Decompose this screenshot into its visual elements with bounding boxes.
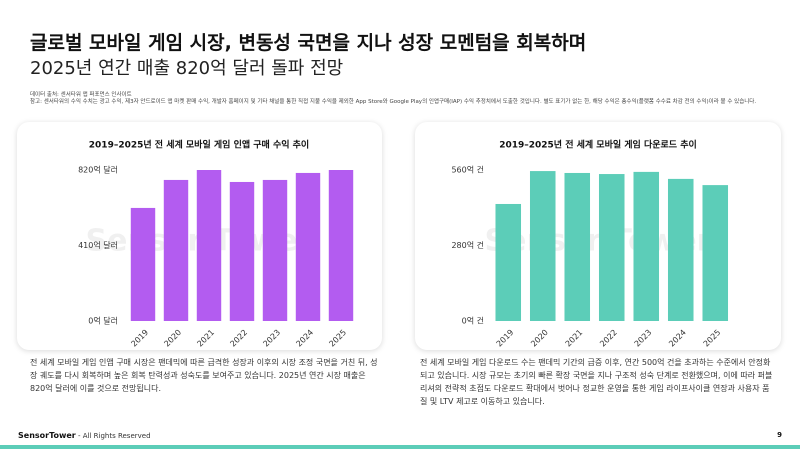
x-tick-label: 2021 (564, 328, 585, 349)
description: 전 세계 모바일 게임 인앱 구매 시장은 팬데믹에 따른 급격한 성장과 이후… (30, 358, 378, 393)
y-tick-label: 560억 건 (451, 165, 484, 175)
chart-title: 2019–2025년 전 세계 모바일 게임 다운로드 추이 (499, 139, 697, 151)
x-tick-label: 2025 (702, 328, 723, 349)
bar (633, 171, 660, 321)
rights: - All Rights Reserved (77, 432, 151, 440)
bar (598, 174, 625, 321)
x-tick-label: 2020 (162, 328, 183, 349)
bar (262, 179, 288, 321)
source: 데이터 출처: 센서타워 앱 퍼포먼스 인사이트 (30, 92, 132, 98)
x-tick-label: 2019 (495, 328, 516, 349)
bar (495, 203, 522, 321)
subtitle: 2025년 연간 매출 820억 달러 돌파 전망 (30, 58, 344, 79)
note: 참고: 센서타워의 수익 수치는 광고 수익, 제3자 안드로이드 앱 마켓 판… (30, 99, 757, 105)
bar (163, 179, 189, 321)
y-tick-label: 410억 달러 (78, 240, 118, 250)
bar (130, 207, 156, 321)
bottom-bar (0, 445, 800, 449)
bar (667, 178, 694, 321)
bar (564, 172, 591, 321)
x-tick-label: 2024 (667, 328, 688, 349)
brand: SensorTower (18, 431, 76, 440)
x-tick-label: 2023 (633, 328, 654, 349)
chart-card: Sensor Tower 2019–2025년 전 세계 모바일 게임 다운로드 … (415, 122, 781, 350)
chart-title: 2019–2025년 전 세계 모바일 게임 인앱 구매 수익 추이 (89, 139, 309, 151)
bar (196, 170, 222, 321)
title: 글로벌 모바일 게임 시장, 변동성 국면을 지나 성장 모멘텀을 회복하며 (30, 32, 587, 54)
bar (295, 172, 321, 321)
x-tick-label: 2025 (327, 328, 348, 349)
y-tick-label: 0억 건 (462, 316, 484, 326)
bar (328, 170, 354, 321)
x-tick-label: 2022 (228, 328, 249, 349)
y-tick-label: 820억 달러 (78, 165, 118, 175)
description: 전 세계 모바일 게임 다운로드 수는 팬데믹 기간의 급증 이후, 연간 50… (420, 358, 773, 406)
footer: SensorTower - All Rights Reserved (18, 431, 151, 440)
bar (229, 181, 255, 321)
y-tick-label: 280억 건 (451, 240, 484, 250)
bar (529, 171, 556, 321)
x-tick-label: 2019 (129, 328, 150, 349)
x-tick-label: 2020 (529, 328, 550, 349)
y-tick-label: 0억 달러 (88, 316, 118, 326)
page-number: 9 (777, 431, 782, 439)
x-tick-label: 2022 (598, 328, 619, 349)
x-tick-label: 2023 (261, 328, 282, 349)
x-tick-label: 2021 (195, 328, 216, 349)
x-tick-label: 2024 (294, 328, 315, 349)
bar (702, 185, 729, 321)
